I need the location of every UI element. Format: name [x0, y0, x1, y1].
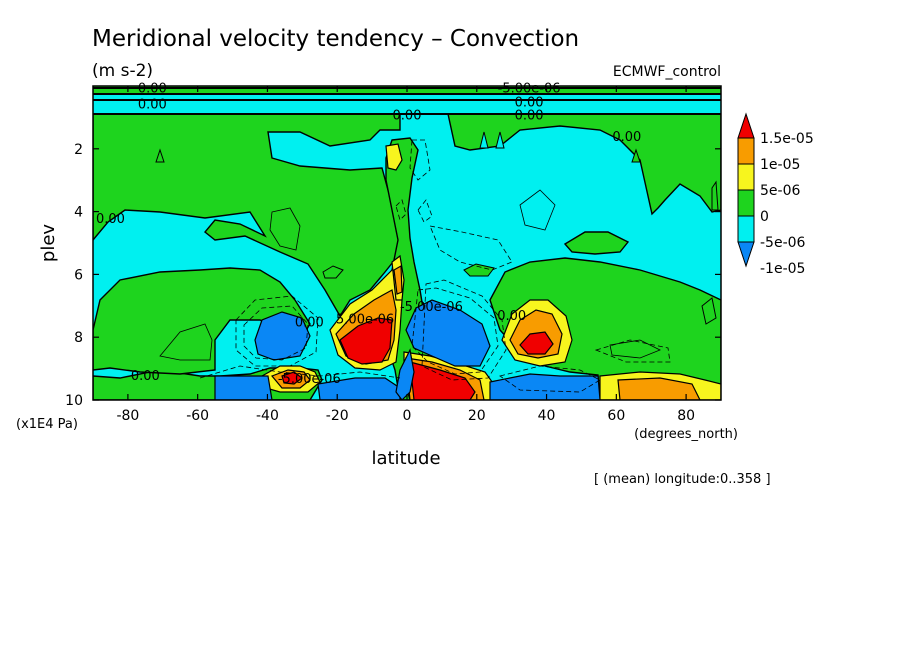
lobe-negative-surface-south	[214, 375, 401, 400]
x-tick-label: 80	[677, 408, 695, 424]
contour-label: 0.00	[138, 97, 167, 112]
x-tick-label: 60	[607, 408, 625, 424]
x-axis-ticks: -80 -60 -40 -20 0 20 40 60 80	[116, 86, 695, 424]
contour-label: 0.00	[138, 82, 167, 97]
lobe-positive-nh-surface	[599, 371, 721, 400]
x-tick-label: -80	[116, 408, 139, 424]
islet-5	[322, 265, 344, 279]
islet-3	[495, 131, 505, 149]
islet-4	[631, 148, 641, 163]
y-tick-label: 8	[74, 330, 83, 346]
lobe-positive-north-core	[501, 299, 573, 367]
lobe-positive-equator-column	[385, 143, 405, 301]
colorbar-label: 1e-05	[760, 157, 800, 173]
contour-label: -5.00e-06	[400, 300, 463, 315]
colorbar-label: 0	[760, 209, 769, 225]
y-tick-label: 10	[65, 393, 83, 409]
y-axis-ticks: 2 4 6 8 10	[65, 142, 721, 409]
experiment-label: ECMWF_control	[613, 64, 721, 80]
contour-label: 0.00	[497, 309, 526, 324]
lobe-negative-equator-column	[395, 348, 415, 400]
islet-2	[479, 131, 489, 149]
islet-7	[701, 297, 717, 325]
contour-label: -5.00e-06	[498, 82, 561, 97]
region-positive-south	[93, 113, 406, 318]
contour-label: 0.00	[96, 212, 125, 227]
contour-labels: 0.000.00-5.00e-060.000.000.000.000.000.0…	[96, 82, 641, 387]
colorbar-segment	[737, 163, 755, 191]
colorbar-arrow-bottom	[737, 241, 755, 268]
y-tick-label: 6	[74, 267, 83, 283]
islet-6	[463, 263, 495, 277]
region-positive-north	[447, 113, 721, 216]
colorbar-label: 1.5e-05	[760, 131, 814, 147]
chart-title: Meridional velocity tendency – Convectio…	[92, 26, 579, 52]
islet-8	[711, 180, 719, 211]
y-axis-units: (x1E4 Pa)	[16, 417, 78, 432]
x-tick-label: 40	[538, 408, 556, 424]
x-tick-label: -60	[186, 408, 209, 424]
lobe-positive-south-core	[329, 267, 403, 371]
plot-area	[93, 86, 721, 400]
contour-label: 0.00	[295, 316, 324, 331]
colorbar-segment	[737, 189, 755, 217]
contour-label: 0.00	[515, 96, 544, 111]
colorbar-label: -1e-05	[760, 261, 805, 277]
contour-label: 0.00	[131, 369, 160, 384]
chart-units: (m s-2)	[92, 61, 153, 81]
x-tick-label: 20	[468, 408, 486, 424]
colorbar-arrow-top	[737, 112, 755, 139]
colorbar: 1.5e-05 1e-05 5e-06 0 -5e-06 -1e-05	[737, 112, 814, 277]
lobe-negative-equator-north	[405, 299, 491, 367]
averaging-note: [ (mean) longitude:0..358 ]	[594, 472, 771, 487]
colorbar-label: -5e-06	[760, 235, 806, 251]
contour-label: -5.00e-06	[278, 372, 341, 387]
colorbar-segment	[737, 137, 755, 165]
lobe-negative-surface-north	[489, 373, 601, 400]
islet-1	[155, 148, 165, 163]
contour-label: 0.00	[515, 108, 544, 123]
contour-label: 0.00	[393, 108, 422, 123]
x-axis-units: (degrees_north)	[634, 427, 738, 442]
colorbar-segment	[737, 215, 755, 243]
x-tick-label: 0	[403, 408, 412, 424]
lobe-positive-equator-low	[403, 351, 496, 400]
lobe-positive-sh-surface	[261, 365, 321, 393]
contour-label: 0.00	[612, 130, 641, 145]
y-tick-label: 2	[74, 142, 83, 158]
contour-lines-dashed	[199, 139, 671, 393]
y-axis-label: plev	[38, 224, 59, 263]
colorbar-label: 5e-06	[760, 183, 800, 199]
band-top-negative	[93, 94, 721, 100]
x-tick-label: -20	[326, 408, 349, 424]
x-tick-label: -40	[256, 408, 279, 424]
contour-label: 5.00e-06	[336, 312, 394, 327]
x-axis-label: latitude	[371, 448, 440, 469]
region-positive-north-mid	[563, 231, 630, 255]
y-tick-label: 4	[74, 205, 83, 221]
lobe-negative-south-mid	[254, 311, 311, 361]
